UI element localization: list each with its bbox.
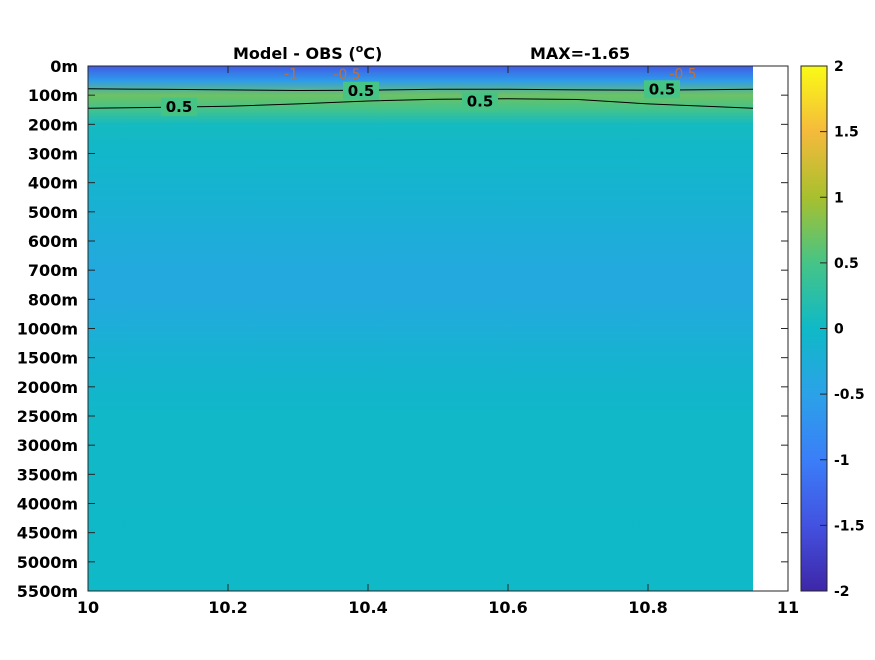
x-tick-label: 10.2 — [208, 598, 247, 617]
contour-line — [87, 98, 754, 109]
y-tick-label: 1500m — [17, 349, 78, 368]
x-tick-label: 11 — [777, 598, 799, 617]
contour-label-bg — [462, 92, 498, 111]
y-tick-label: 700m — [28, 261, 78, 280]
y-tick-label: 4500m — [17, 524, 78, 543]
colorbar-tick-label: -2 — [834, 584, 850, 600]
contour-label: 0.5 — [467, 93, 494, 111]
y-tick-label: 1000m — [17, 320, 78, 339]
colorbar-tick-label: -1.5 — [834, 518, 865, 534]
y-tick-label: 2500m — [17, 407, 78, 426]
contour-label-bg — [343, 81, 379, 100]
colorbar-tick-label: -1 — [834, 453, 850, 469]
y-tick-label: 200m — [28, 115, 78, 134]
y-tick-label: 500m — [28, 203, 78, 222]
colorbar-tick-label: -0.5 — [834, 387, 865, 403]
contour-label-bg — [161, 97, 197, 116]
x-tick-label: 10 — [77, 598, 99, 617]
y-tick-label: 2000m — [17, 378, 78, 397]
y-axis: 0m 100m 200m 300m 400m 500m 600m 700m 800m 1000m 1… — [17, 57, 788, 601]
y-tick-label: 5500m — [17, 582, 78, 601]
contour-line — [87, 88, 754, 92]
chart-max-label: MAX=-1.65 — [530, 44, 630, 63]
y-tick-label: 800m — [28, 290, 78, 309]
y-tick-label: 3500m — [17, 465, 78, 484]
y-tick-label: 600m — [28, 232, 78, 251]
colorbar-ticks: 2 1.5 1 0.5 0 -0.5 -1 -1.5 -2 — [820, 59, 865, 600]
y-tick-label: 400m — [28, 174, 78, 193]
x-tick-label: 10.8 — [628, 598, 667, 617]
colorbar-tick-label: 0 — [834, 322, 844, 338]
y-tick-label: 300m — [28, 145, 78, 164]
colorbar-tick-label: 1.5 — [834, 125, 859, 141]
y-tick-label: 0m — [50, 57, 78, 76]
colorbar-tick-label: 2 — [834, 59, 844, 75]
x-axis: 10 10.2 10.4 10.6 10.8 11 — [77, 66, 799, 617]
contour-label: -1 — [284, 66, 298, 82]
contour-label: 0.5 — [348, 82, 375, 100]
y-tick-label: 4000m — [17, 495, 78, 514]
contour-label: -0.5 — [669, 66, 696, 82]
heatmap-fill — [88, 66, 753, 591]
x-tick-label: 10.4 — [348, 598, 387, 617]
y-tick-label: 100m — [28, 86, 78, 105]
y-tick-label: 5000m — [17, 553, 78, 572]
chart-title: Model - OBS (oC) — [233, 42, 382, 63]
colorbar-tick-label: 1 — [834, 190, 844, 206]
heatmap-field — [88, 66, 753, 591]
contour-lines: 0.5 0.5 0.5 0.5 -1 -0.5 -0.5 — [87, 66, 754, 116]
colorbar-tick-label: 0.5 — [834, 256, 859, 272]
contour-label: 0.5 — [649, 80, 676, 98]
x-tick-label: 10.6 — [488, 598, 527, 617]
y-tick-label: 3000m — [17, 436, 78, 455]
contour-label: 0.5 — [166, 98, 193, 116]
contour-label-bg — [644, 80, 680, 99]
contour-label: -0.5 — [333, 67, 360, 83]
